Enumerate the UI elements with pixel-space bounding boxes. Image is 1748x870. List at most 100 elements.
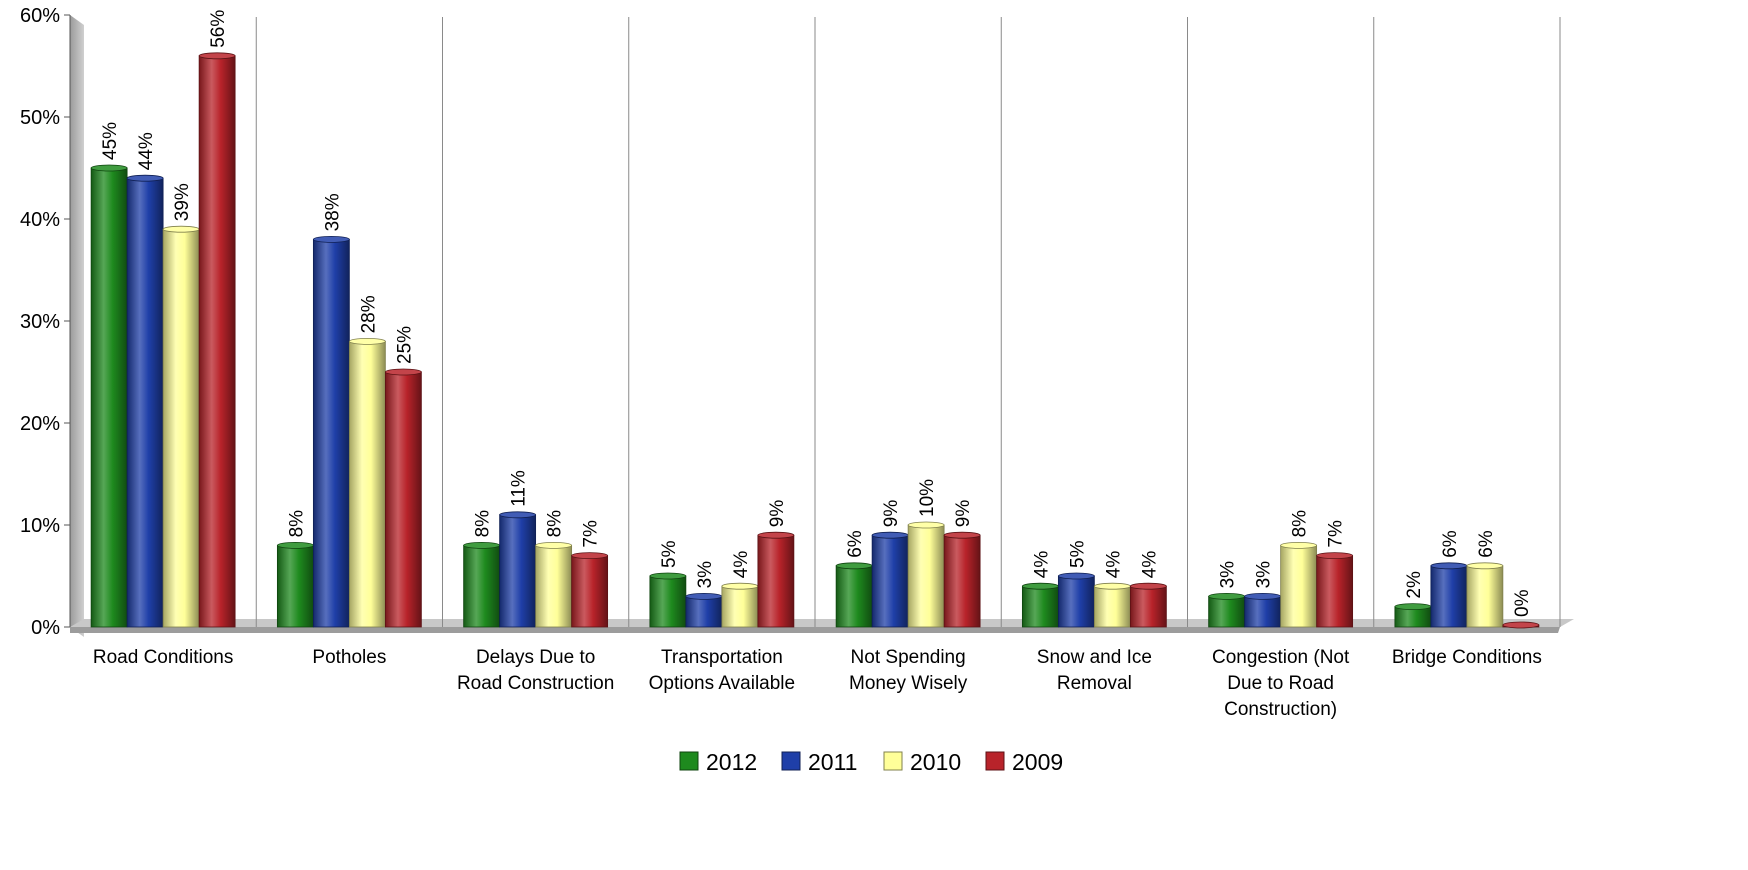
y-tick-label: 20% — [20, 413, 60, 435]
bar-body — [1208, 596, 1246, 628]
legend-label: 2012 — [706, 749, 757, 775]
bar-top — [1057, 572, 1095, 580]
bar-top — [757, 531, 795, 539]
bar — [721, 582, 759, 628]
data-label: 4% — [731, 551, 752, 579]
bar-top — [162, 225, 200, 233]
bar-top — [312, 235, 350, 243]
legend-label: 2010 — [910, 749, 961, 775]
bar-body — [535, 545, 573, 628]
bar-top — [535, 542, 573, 549]
bar-body — [907, 524, 945, 628]
data-labels: 45% 8% 8% 5% 6% 4% 3% 2% 44% 38% 11% 3% 9% 5% 3% 6% 39% 2… — [100, 10, 1533, 617]
data-label: 4% — [1139, 551, 1160, 579]
bar — [871, 531, 909, 628]
bar — [90, 164, 128, 628]
data-label: 8% — [473, 510, 494, 538]
data-label: 3% — [1254, 561, 1275, 589]
bar-top — [907, 521, 945, 529]
bar — [1280, 542, 1318, 628]
y-tick-label: 40% — [20, 209, 60, 231]
bar — [757, 531, 795, 628]
bar-top — [126, 174, 164, 182]
bar-top — [649, 572, 687, 580]
data-label: 8% — [1290, 510, 1311, 538]
bar-top — [384, 368, 422, 376]
bar — [348, 337, 386, 628]
category-labels: Road Conditions Potholes Delays Due to Road… — [93, 647, 1542, 720]
category-label: Transportation Options Available — [649, 647, 795, 694]
bar-body — [1093, 585, 1131, 628]
data-label: 25% — [394, 326, 415, 364]
legend-label: 2011 — [808, 749, 857, 775]
legend-swatch — [781, 751, 801, 771]
bar-body — [463, 545, 501, 628]
bar-top — [1394, 603, 1432, 610]
bar-body — [757, 534, 795, 628]
bar — [535, 542, 573, 628]
category-label: Bridge Conditions — [1392, 647, 1542, 668]
bar-body — [162, 228, 200, 628]
bar — [649, 572, 687, 628]
data-label: 28% — [358, 295, 379, 333]
bar-body — [685, 596, 723, 628]
bar — [1021, 582, 1059, 628]
bar-body — [1280, 545, 1318, 628]
bar-body — [312, 238, 350, 628]
bar-body — [571, 555, 609, 628]
bar-top — [943, 531, 981, 539]
y-tick-label: 10% — [20, 515, 60, 537]
data-label: 7% — [581, 520, 602, 548]
legend-swatch — [679, 751, 699, 771]
bar — [126, 174, 164, 628]
data-label: 9% — [953, 500, 974, 528]
bar-top — [1129, 582, 1167, 590]
bar-body — [871, 534, 909, 628]
legend-swatch — [985, 751, 1005, 771]
data-label: 8% — [286, 510, 307, 538]
bar — [384, 368, 422, 628]
data-label: 10% — [917, 479, 938, 517]
data-label: 56% — [208, 10, 229, 48]
data-label: 4% — [1031, 551, 1052, 579]
data-label: 38% — [322, 193, 343, 231]
bar-body — [90, 167, 128, 628]
data-label: 6% — [1476, 530, 1497, 558]
bar — [162, 225, 200, 628]
y-tick-label: 50% — [20, 107, 60, 129]
data-label: 3% — [695, 561, 716, 589]
bar-body — [1244, 596, 1282, 628]
bar-body — [198, 55, 236, 628]
bar — [312, 235, 350, 628]
bar — [571, 552, 609, 628]
legend-item: 2010 — [883, 749, 961, 775]
bar-top — [90, 164, 128, 172]
bar-top — [276, 542, 314, 549]
bar-top — [1244, 593, 1282, 600]
bar — [1430, 562, 1468, 628]
category-label: Potholes — [312, 647, 386, 668]
bar-top — [571, 552, 609, 559]
data-label: 2% — [1404, 571, 1425, 599]
bar-body — [1057, 575, 1095, 628]
bar — [835, 562, 873, 628]
legend-item: 2011 — [781, 749, 857, 775]
legend-label: 2009 — [1012, 749, 1063, 775]
bar — [499, 511, 537, 628]
bar-body — [649, 575, 687, 628]
bar-body — [1430, 565, 1468, 628]
bar-body — [348, 340, 386, 628]
bar — [1093, 582, 1131, 628]
bar-body — [1129, 585, 1167, 628]
legend: 2012 2011 2010 2009 — [679, 749, 1063, 775]
data-label: 45% — [100, 122, 121, 160]
bar-top — [1208, 593, 1246, 600]
data-label: 7% — [1326, 520, 1347, 548]
data-label: 6% — [845, 530, 866, 558]
bar-body — [384, 371, 422, 628]
bar — [1244, 593, 1282, 628]
bar — [1502, 621, 1540, 629]
bar-top — [1280, 542, 1318, 549]
